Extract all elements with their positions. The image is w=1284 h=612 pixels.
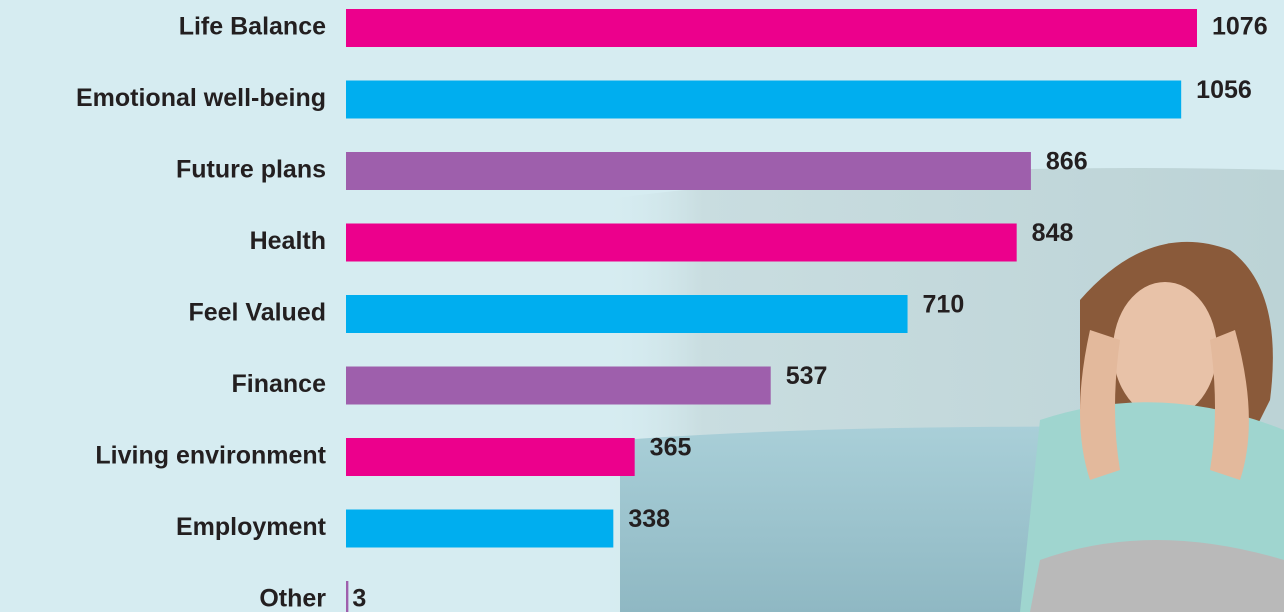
value-label: 338 xyxy=(628,505,670,533)
bars: Life Balance 1076 Emotional well-being 1056… xyxy=(76,9,1268,612)
bar xyxy=(346,366,771,405)
value-label: 1056 xyxy=(1196,76,1252,104)
value-label: 537 xyxy=(786,362,828,390)
category-label: Other xyxy=(259,585,326,612)
category-label: Finance xyxy=(232,370,327,398)
category-label: Emotional well-being xyxy=(76,84,326,112)
value-label: 710 xyxy=(923,291,965,319)
value-label: 1076 xyxy=(1212,13,1268,41)
bar xyxy=(346,9,1197,47)
value-label: 365 xyxy=(650,434,692,462)
bar xyxy=(346,581,349,612)
category-label: Feel Valued xyxy=(188,299,326,327)
value-label: 848 xyxy=(1032,219,1074,247)
value-label: 866 xyxy=(1046,148,1088,176)
person-illustration xyxy=(1020,241,1284,612)
category-label: Future plans xyxy=(176,156,326,184)
bar xyxy=(346,223,1017,262)
category-label: Living environment xyxy=(95,442,326,470)
bar xyxy=(346,438,635,476)
category-label: Health xyxy=(250,227,326,255)
bar xyxy=(346,152,1031,190)
category-label: Life Balance xyxy=(179,13,326,41)
bar xyxy=(346,80,1182,119)
category-label: Employment xyxy=(176,513,327,541)
value-label: 3 xyxy=(352,585,366,612)
bar xyxy=(346,295,908,333)
bar xyxy=(346,509,614,548)
